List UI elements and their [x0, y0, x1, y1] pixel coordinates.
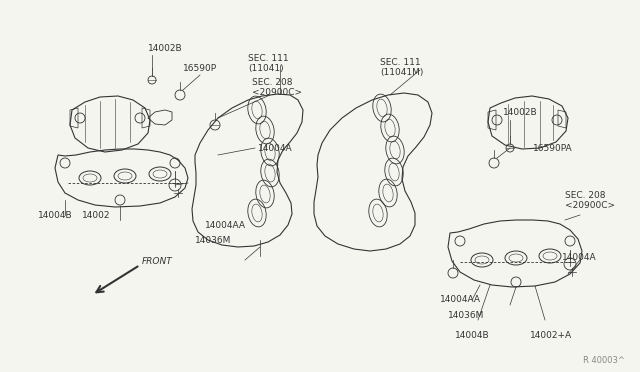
Text: 14004A: 14004A — [258, 144, 292, 153]
Text: 14004A: 14004A — [562, 253, 596, 263]
Text: SEC. 111: SEC. 111 — [248, 54, 289, 62]
Text: SEC. 208: SEC. 208 — [252, 77, 292, 87]
Text: 14004B: 14004B — [38, 211, 72, 219]
Text: 14004AA: 14004AA — [440, 295, 481, 305]
Text: FRONT: FRONT — [142, 257, 173, 266]
Text: R 40003^: R 40003^ — [583, 356, 625, 365]
Text: 16590PA: 16590PA — [533, 144, 573, 153]
Text: 14002B: 14002B — [503, 108, 538, 116]
Text: (11041): (11041) — [248, 64, 284, 73]
Text: 14036M: 14036M — [448, 311, 484, 320]
Text: SEC. 208: SEC. 208 — [565, 190, 605, 199]
Text: 14002: 14002 — [82, 211, 111, 219]
Text: <20900C>: <20900C> — [252, 87, 302, 96]
Text: <20900C>: <20900C> — [565, 201, 615, 209]
Text: (11041M): (11041M) — [380, 67, 424, 77]
Text: SEC. 111: SEC. 111 — [380, 58, 420, 67]
Text: 14004AA: 14004AA — [205, 221, 246, 230]
Text: 14036M: 14036M — [195, 235, 232, 244]
Text: 14002+A: 14002+A — [530, 330, 572, 340]
Text: 16590P: 16590P — [183, 64, 217, 73]
Text: 14002B: 14002B — [148, 44, 182, 52]
Text: 14004B: 14004B — [455, 330, 490, 340]
